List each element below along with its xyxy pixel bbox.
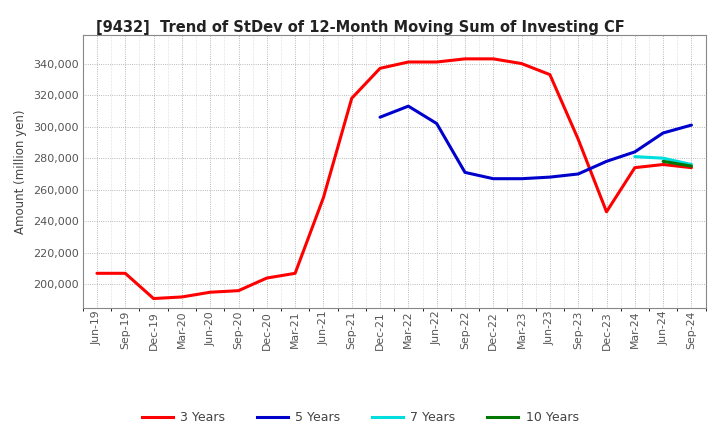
3 Years xyxy=(659,162,667,167)
3 Years xyxy=(687,165,696,170)
5 Years xyxy=(631,149,639,154)
5 Years xyxy=(659,130,667,136)
3 Years xyxy=(602,209,611,214)
Line: 3 Years: 3 Years xyxy=(97,59,691,298)
3 Years xyxy=(263,275,271,281)
3 Years xyxy=(631,165,639,170)
3 Years xyxy=(234,288,243,293)
3 Years xyxy=(432,59,441,65)
Line: 10 Years: 10 Years xyxy=(663,161,691,166)
5 Years xyxy=(546,175,554,180)
5 Years xyxy=(517,176,526,181)
3 Years xyxy=(517,61,526,66)
3 Years xyxy=(93,271,102,276)
5 Years xyxy=(489,176,498,181)
5 Years xyxy=(574,171,582,176)
10 Years xyxy=(687,163,696,169)
5 Years xyxy=(432,121,441,126)
3 Years xyxy=(404,59,413,65)
3 Years xyxy=(291,271,300,276)
Legend: 3 Years, 5 Years, 7 Years, 10 Years: 3 Years, 5 Years, 7 Years, 10 Years xyxy=(137,407,583,429)
5 Years xyxy=(376,114,384,120)
3 Years xyxy=(461,56,469,62)
7 Years xyxy=(631,154,639,159)
7 Years xyxy=(687,162,696,167)
Text: [9432]  Trend of StDev of 12-Month Moving Sum of Investing CF: [9432] Trend of StDev of 12-Month Moving… xyxy=(96,20,624,35)
5 Years xyxy=(404,103,413,109)
3 Years xyxy=(121,271,130,276)
5 Years xyxy=(461,170,469,175)
3 Years xyxy=(319,195,328,200)
3 Years xyxy=(149,296,158,301)
7 Years xyxy=(659,156,667,161)
3 Years xyxy=(348,95,356,101)
5 Years xyxy=(687,122,696,128)
3 Years xyxy=(376,66,384,71)
3 Years xyxy=(546,72,554,77)
3 Years xyxy=(489,56,498,62)
5 Years xyxy=(602,159,611,164)
Line: 5 Years: 5 Years xyxy=(380,106,691,179)
Line: 7 Years: 7 Years xyxy=(635,157,691,165)
10 Years xyxy=(659,159,667,164)
3 Years xyxy=(206,290,215,295)
3 Years xyxy=(574,137,582,142)
Y-axis label: Amount (million yen): Amount (million yen) xyxy=(14,110,27,234)
3 Years xyxy=(178,294,186,300)
